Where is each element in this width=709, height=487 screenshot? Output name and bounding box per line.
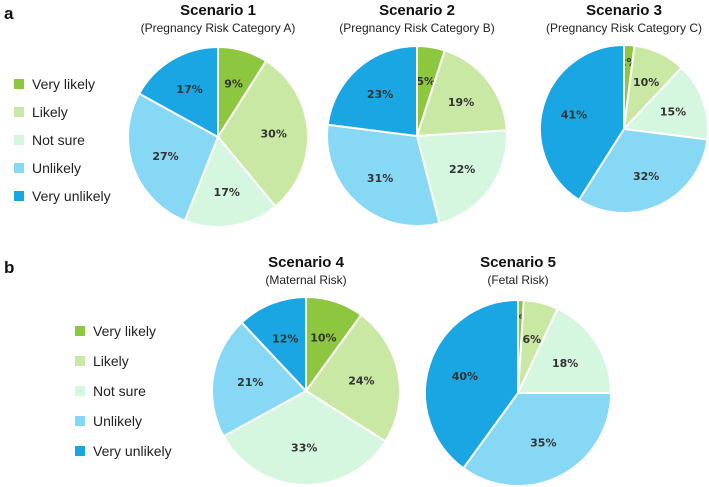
chart-title-scenario-4: Scenario 4 <box>268 254 344 271</box>
legend-item-unlikely: Unlikely <box>14 154 111 182</box>
pie-scenario-4: 10% 24% 33% 21% 12% <box>211 295 401 486</box>
pie-slice-label-very-likely: 9% <box>224 77 243 90</box>
legend-item-unlikely: Unlikely <box>75 406 172 436</box>
legend-item-likely: Likely <box>75 346 172 376</box>
pie-scenario-1: 9% 30% 17% 27% 17% <box>127 45 309 228</box>
legend-swatch-very-likely <box>14 79 24 89</box>
legend-item-very-likely: Very likely <box>14 70 111 98</box>
pie-slice-label-very-unlikely: 17% <box>176 83 202 96</box>
legend-swatch-not-sure <box>75 386 85 396</box>
pie-slice-label-not-sure: 17% <box>214 186 240 199</box>
pie-slice-likely <box>415 49 508 138</box>
pie-slice-label-likely: 30% <box>261 127 287 140</box>
legend-swatch-unlikely <box>75 416 85 426</box>
pie-slice-label-very-unlikely: 40% <box>452 370 478 383</box>
legend-swatch-very-unlikely <box>75 446 85 456</box>
legend-item-not-sure: Not sure <box>75 376 172 406</box>
chart-subtitle-scenario-3: (Pregnancy Risk Category C) <box>545 21 703 35</box>
chart-title-scenario-1: Scenario 1 <box>180 2 256 19</box>
legend-label: Not sure <box>93 383 146 399</box>
pie-slice-not-sure <box>183 135 277 228</box>
pie-slice-very-unlikely <box>240 295 307 394</box>
pie-slice-label-not-sure: 18% <box>552 357 578 370</box>
legend-a: Very likely Likely Not sure Unlikely Ver… <box>14 70 111 210</box>
pie-slice-likely <box>304 313 401 443</box>
legend-swatch-unlikely <box>14 163 24 173</box>
pie-slice-very-unlikely <box>424 298 519 470</box>
pie-slice-label-likely: 10% <box>633 76 659 89</box>
legend-swatch-very-likely <box>75 326 85 336</box>
panel-letter-a: a <box>4 4 14 23</box>
pie-scenario-2: 5% 19% 22% 31% 23% <box>326 44 508 227</box>
pie-slice-very-unlikely <box>137 45 219 139</box>
pie-slice-label-unlikely: 32% <box>633 170 659 183</box>
pie-slice-label-unlikely: 27% <box>152 150 178 163</box>
legend-label: Unlikely <box>32 160 82 176</box>
pie-slice-label-not-sure: 33% <box>291 441 317 454</box>
pie-scenario-5: 1%6%18%35%40% <box>424 298 613 487</box>
chart-title-scenario-2: Scenario 2 <box>379 2 455 19</box>
pie-slice-unlikely <box>211 321 308 438</box>
legend-item-very-likely: Very likely <box>75 316 172 346</box>
legend-swatch-likely <box>14 107 24 117</box>
legend-label: Unlikely <box>93 413 143 429</box>
pie-slice-label-very-likely: 5% <box>416 75 435 88</box>
pie-slice-label-likely: 24% <box>348 374 374 387</box>
pie-slice-label-unlikely: 35% <box>530 437 556 450</box>
pie-slice-label-very-unlikely: 12% <box>272 333 298 346</box>
pie-slice-very-unlikely <box>326 44 418 138</box>
chart-subtitle-scenario-2: (Pregnancy Risk Category B) <box>339 21 495 35</box>
pie-slice-likely <box>216 59 309 208</box>
pie-slice-label-not-sure: 15% <box>660 105 686 118</box>
pie-slice-label-not-sure: 22% <box>449 163 475 176</box>
chart-title-scenario-3: Scenario 3 <box>586 2 662 19</box>
pie-slice-label-likely: 19% <box>448 96 474 109</box>
panel-letter-b: b <box>4 258 15 277</box>
pie-slice-label-very-unlikely: 23% <box>367 88 393 101</box>
legend-b: Very likely Likely Not sure Unlikely Ver… <box>75 316 172 466</box>
legend-label: Likely <box>93 353 129 369</box>
pie-slice-not-sure <box>415 129 508 225</box>
legend-item-not-sure: Not sure <box>14 126 111 154</box>
legend-label: Very unlikely <box>32 188 111 204</box>
chart-subtitle-scenario-1: (Pregnancy Risk Category A) <box>140 21 296 35</box>
legend-swatch-not-sure <box>14 135 24 145</box>
pie-slice-label-very-likely: 10% <box>310 331 336 344</box>
chart-subtitle-scenario-5: (Fetal Risk) <box>487 273 549 287</box>
pie-slice-unlikely <box>326 123 441 227</box>
legend-label: Very likely <box>32 76 96 92</box>
pie-slice-not-sure <box>621 66 709 141</box>
chart-title-scenario-5: Scenario 5 <box>480 254 556 271</box>
pie-slice-label-unlikely: 21% <box>237 376 263 389</box>
pie-slice-unlikely <box>461 392 613 487</box>
pie-slice-very-unlikely <box>539 43 625 202</box>
legend-item-very-unlikely: Very unlikely <box>75 436 172 466</box>
legend-label: Likely <box>32 104 68 120</box>
pie-slice-label-very-unlikely: 41% <box>561 108 587 121</box>
legend-item-very-unlikely: Very unlikely <box>14 182 111 210</box>
legend-label: Not sure <box>32 132 85 148</box>
pie-slice-label-likely: 6% <box>523 333 542 346</box>
pie-scenario-3: 2%10%15%32%41% <box>539 43 709 214</box>
legend-label: Very unlikely <box>93 443 172 459</box>
chart-subtitle-scenario-4: (Maternal Risk) <box>265 273 347 287</box>
legend-swatch-very-unlikely <box>14 191 24 201</box>
pie-slice-label-unlikely: 31% <box>367 172 393 185</box>
legend-item-likely: Likely <box>14 98 111 126</box>
legend-swatch-likely <box>75 356 85 366</box>
pie-slice-not-sure <box>516 307 613 394</box>
legend-label: Very likely <box>93 323 157 339</box>
